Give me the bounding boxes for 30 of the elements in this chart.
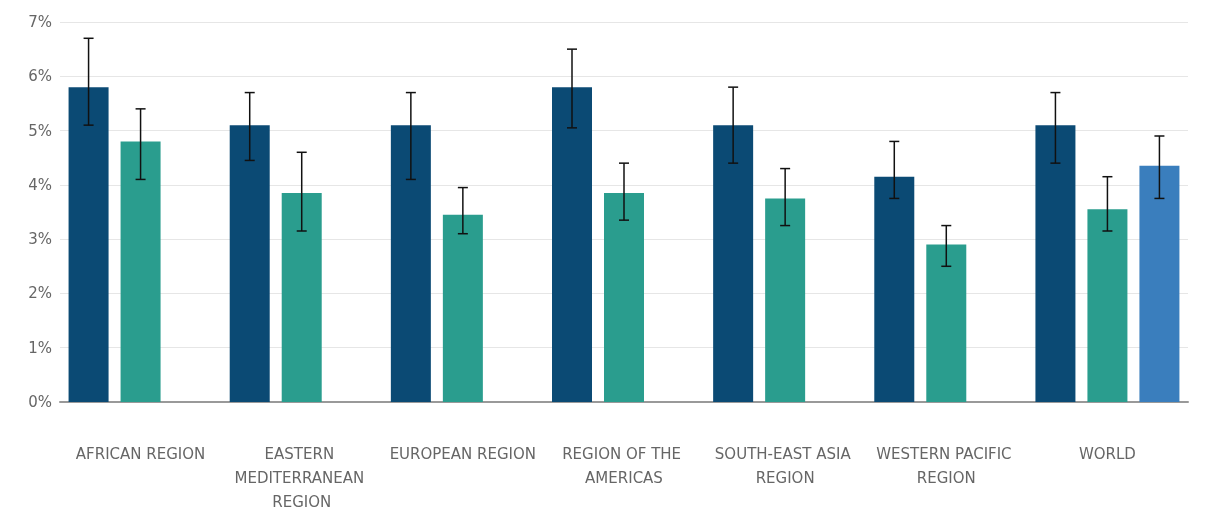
y-tick-label: 2% [28, 284, 52, 303]
y-tick-label: 1% [28, 338, 52, 357]
bar [552, 87, 592, 402]
x-tick-label: WESTERN PACIFIC REGION [876, 445, 1017, 487]
bar [68, 87, 109, 402]
bar [765, 198, 806, 402]
bar [120, 141, 161, 402]
bar [1139, 165, 1180, 402]
x-tick-label: EUROPEAN REGION [389, 445, 537, 463]
bar [713, 125, 754, 402]
x-tick-label: AFRICAN REGION [75, 445, 206, 463]
x-tick-label: REGION OF THE AMERICAS [562, 445, 686, 487]
x-tick-label: WORLD [1078, 445, 1136, 463]
bar [442, 214, 483, 402]
x-tick-label: SOUTH-EAST ASIA REGION [714, 445, 856, 487]
bar [1087, 209, 1128, 402]
bar [604, 193, 644, 402]
y-tick-label: 5% [28, 121, 52, 140]
bar [281, 193, 322, 402]
y-tick-label: 3% [28, 230, 52, 249]
bar [390, 125, 431, 402]
bar [926, 244, 967, 402]
y-tick-label: 6% [28, 67, 52, 86]
y-tick-label: 7% [28, 13, 52, 31]
bar [1035, 125, 1076, 402]
bar [874, 176, 915, 402]
y-tick-label: 0% [28, 393, 52, 411]
x-tick-label: EASTERN MEDITERRANEAN REGION [234, 445, 369, 511]
bar [229, 125, 270, 402]
y-tick-label: 4% [28, 175, 52, 194]
